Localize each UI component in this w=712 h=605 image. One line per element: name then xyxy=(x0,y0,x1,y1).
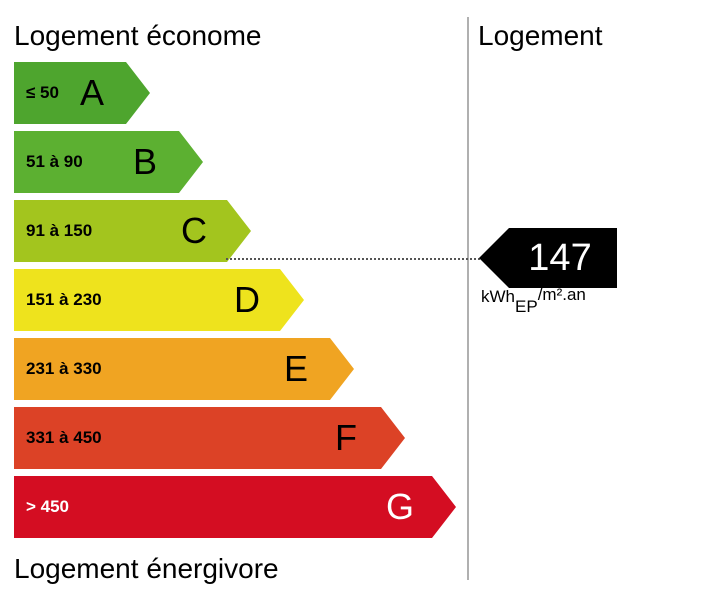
band-range: 331 à 450 xyxy=(26,428,102,447)
band-letter: E xyxy=(284,348,309,389)
column-divider xyxy=(467,17,469,580)
label-energy-intensive: Logement énergivore xyxy=(14,553,279,584)
band-letter: B xyxy=(133,141,158,182)
band-range: 91 à 150 xyxy=(26,221,93,240)
band-range: 231 à 330 xyxy=(26,359,102,378)
band-letter: D xyxy=(234,279,260,320)
band-range: > 450 xyxy=(26,497,70,516)
band-letter: F xyxy=(335,417,357,458)
value-unit: kWhEP/m².an xyxy=(481,285,586,316)
band-letter: C xyxy=(181,210,207,251)
band-d: 151 à 230 D xyxy=(14,269,304,331)
marker-leader-line xyxy=(226,258,480,260)
band-range: 51 à 90 xyxy=(26,152,83,171)
band-range: ≤ 50 xyxy=(26,83,59,102)
band-a: ≤ 50 A xyxy=(14,62,150,124)
current-value: 147 xyxy=(528,237,592,279)
unit-suffix: /m².an xyxy=(537,285,586,304)
band-f: 331 à 450 F xyxy=(14,407,405,469)
band-letter: A xyxy=(80,72,105,113)
current-value-marker: 147 xyxy=(479,228,617,288)
band-g: > 450 G xyxy=(14,476,456,538)
band-range: 151 à 230 xyxy=(26,290,102,309)
band-c: 91 à 150 C xyxy=(14,200,251,262)
column-title-housing: Logement xyxy=(478,20,603,51)
unit-subscript: EP xyxy=(515,297,538,316)
band-b: 51 à 90 B xyxy=(14,131,203,193)
band-e: 231 à 330 E xyxy=(14,338,354,400)
band-letter: G xyxy=(386,486,415,527)
label-economical: Logement économe xyxy=(14,20,262,51)
unit-prefix: kWh xyxy=(481,287,515,306)
